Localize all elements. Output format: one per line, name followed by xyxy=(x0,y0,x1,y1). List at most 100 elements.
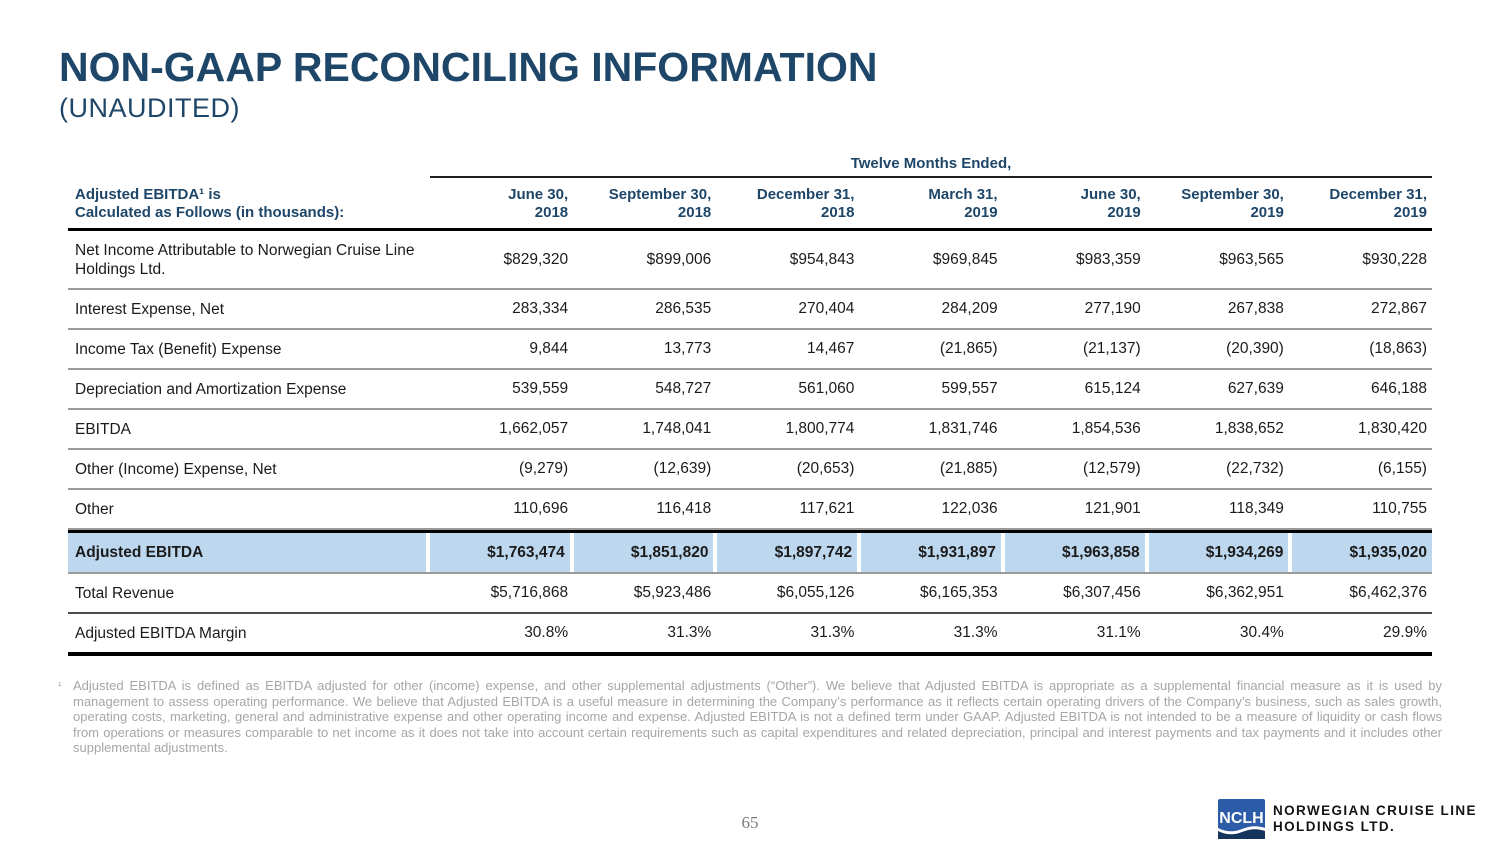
table-row-header-line2: Calculated as Follows (in thousands): xyxy=(75,204,345,221)
row-value: (9,279) xyxy=(519,460,569,477)
row-value: (18,863) xyxy=(1369,340,1427,357)
row-value: 116,418 xyxy=(656,500,712,517)
column-header: December 31, 2018 xyxy=(716,178,859,228)
row-value: $1,851,820 xyxy=(573,533,718,572)
nclh-logo-line1: NORWEGIAN CRUISE LINE xyxy=(1273,803,1477,818)
column-header: December 31, 2019 xyxy=(1289,178,1432,228)
row-value: (12,579) xyxy=(1082,460,1141,477)
row-value: 539,559 xyxy=(512,380,569,397)
table-body: Net Income Attributable to Norwegian Cru… xyxy=(68,231,1433,656)
row-value: $899,006 xyxy=(646,250,712,268)
row-value: 270,404 xyxy=(798,300,855,317)
table-row: Interest Expense, Net 283,334 286,535 270,4… xyxy=(68,290,1432,330)
row-label: Other xyxy=(75,500,114,518)
row-value: $6,165,353 xyxy=(919,584,998,601)
column-header-line: December 31, xyxy=(1329,186,1427,203)
row-value: 1,800,774 xyxy=(785,420,855,437)
row-value: 267,838 xyxy=(1227,300,1284,317)
row-value: $5,716,868 xyxy=(490,584,569,601)
row-label: Other (Income) Expense, Net xyxy=(75,460,277,478)
row-value: $983,359 xyxy=(1076,250,1141,268)
row-value: 117,621 xyxy=(799,500,855,517)
table-header-row: Adjusted EBITDA¹ is Calculated as Follow… xyxy=(68,178,1432,231)
row-label: Total Revenue xyxy=(75,584,175,602)
row-value: 110,696 xyxy=(513,500,569,517)
row-value: 13,773 xyxy=(663,340,712,357)
column-header-line: 2018 xyxy=(677,204,712,221)
row-value: (22,732) xyxy=(1226,460,1284,477)
table-row: Total Revenue $5,716,868 $5,923,486 $6,055,… xyxy=(68,574,1432,614)
row-value: (21,137) xyxy=(1082,340,1141,357)
row-value: 599,557 xyxy=(941,380,998,397)
row-label: Depreciation and Amortization Expense xyxy=(75,380,347,398)
row-label: Interest Expense, Net xyxy=(75,300,225,318)
row-value: $1,935,020 xyxy=(1292,533,1433,572)
row-value: 561,060 xyxy=(798,380,855,397)
row-value: 277,190 xyxy=(1084,300,1141,317)
svg-text:NCLH: NCLH xyxy=(1219,810,1263,827)
column-header: September 30, 2018 xyxy=(573,178,716,228)
row-value: 627,639 xyxy=(1227,380,1284,397)
ebitda-reconciliation-table: Twelve Months Ended, Adjusted EBITDA¹ is… xyxy=(68,155,1433,656)
row-value: (20,653) xyxy=(796,460,855,477)
table-row: Depreciation and Amortization Expense 539… xyxy=(68,370,1432,410)
column-header-line: June 30, xyxy=(508,186,569,203)
column-header: September 30, 2019 xyxy=(1146,178,1289,228)
row-value: 286,535 xyxy=(655,300,712,317)
nclh-logo-badge-icon: NCLH xyxy=(1218,799,1265,839)
column-header-line: March 31, xyxy=(928,186,998,203)
column-header-line: 2019 xyxy=(1107,204,1141,221)
table-row: Other (Income) Expense, Net (9,279) (12,63… xyxy=(68,450,1432,490)
table-row: Adjusted EBITDA Margin 30.8% 31.3% 31.3% 31.… xyxy=(68,614,1432,656)
column-header-line: September 30, xyxy=(608,186,712,203)
table-row: Other 110,696 116,418 117,621 122,036 121,901… xyxy=(68,490,1432,530)
row-label: Adjusted EBITDA xyxy=(68,533,430,572)
column-header-line: 2019 xyxy=(1393,204,1427,221)
row-value: 646,188 xyxy=(1370,380,1427,397)
column-header-line: 2018 xyxy=(821,204,855,221)
row-value: 9,844 xyxy=(529,340,569,357)
row-value: $5,923,486 xyxy=(633,584,712,601)
column-header-line: December 31, xyxy=(756,186,855,203)
table-row-header: Adjusted EBITDA¹ is Calculated as Follow… xyxy=(68,178,430,228)
row-value: 615,124 xyxy=(1084,380,1141,397)
row-value: (21,865) xyxy=(939,340,998,357)
column-header-line: 2019 xyxy=(964,204,998,221)
row-value: $969,845 xyxy=(932,250,998,268)
column-header: March 31, 2019 xyxy=(859,178,1002,228)
row-value: 121,901 xyxy=(1084,500,1141,517)
row-value: $954,843 xyxy=(789,250,855,268)
table-row: Adjusted EBITDA $1,763,474 $1,851,820 $1,89… xyxy=(68,530,1433,574)
row-value: 31.3% xyxy=(667,624,712,641)
row-value: $1,763,474 xyxy=(430,533,574,572)
row-value: 122,036 xyxy=(941,500,998,517)
nclh-logo: NCLH NORWEGIAN CRUISE LINE HOLDINGS LTD. xyxy=(1218,799,1477,839)
row-label: Adjusted EBITDA Margin xyxy=(75,624,247,642)
row-value: (12,639) xyxy=(653,460,712,477)
row-label: Net Income Attributable to Norwegian Cru… xyxy=(75,241,415,278)
row-value: 283,334 xyxy=(512,300,569,317)
row-value: $829,320 xyxy=(503,250,569,268)
row-value: $6,462,376 xyxy=(1349,584,1427,601)
row-value: 30.8% xyxy=(524,624,569,641)
table-row: Net Income Attributable to Norwegian Cru… xyxy=(68,231,1432,290)
row-value: $1,934,269 xyxy=(1148,533,1293,572)
row-value: $963,565 xyxy=(1219,250,1284,268)
row-label: Income Tax (Benefit) Expense xyxy=(75,340,282,358)
footnote-text: Adjusted EBITDA is defined as EBITDA adj… xyxy=(73,678,1442,756)
row-value: (21,885) xyxy=(939,460,998,477)
row-value: $1,963,858 xyxy=(1004,533,1149,572)
row-value: (20,390) xyxy=(1226,340,1284,357)
row-value: 118,349 xyxy=(1228,500,1284,517)
table-row-header-line1: Adjusted EBITDA¹ is xyxy=(75,186,221,203)
row-value: 1,748,041 xyxy=(642,420,712,437)
row-value: 1,838,652 xyxy=(1214,420,1284,437)
page-title: NON-GAAP RECONCILING INFORMATION xyxy=(59,44,878,90)
table-group-header: Twelve Months Ended, xyxy=(430,155,1432,178)
row-value: 1,854,536 xyxy=(1071,420,1141,437)
row-value: $6,307,456 xyxy=(1063,584,1141,601)
row-value: 31.1% xyxy=(1096,624,1141,641)
table-group-row: Twelve Months Ended, xyxy=(68,155,1432,178)
nclh-logo-line2: HOLDINGS LTD. xyxy=(1273,819,1396,834)
row-value: 31.3% xyxy=(810,624,855,641)
